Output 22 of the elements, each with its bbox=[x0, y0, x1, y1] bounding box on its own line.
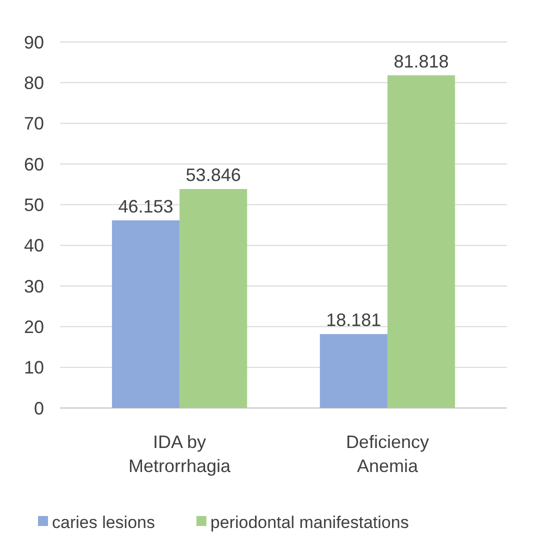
y-tick-label: 80 bbox=[24, 72, 44, 93]
bar bbox=[387, 75, 456, 408]
data-label: 46.153 bbox=[118, 196, 174, 216]
bar bbox=[112, 220, 180, 408]
data-label: 53.846 bbox=[186, 165, 241, 186]
y-tick-label: 20 bbox=[24, 316, 44, 337]
y-tick-label: 0 bbox=[34, 398, 44, 418]
x-tick-label: IDA by Metrorrhagia bbox=[128, 432, 232, 476]
y-tick-label: 40 bbox=[24, 236, 44, 256]
y-tick-label: 70 bbox=[24, 114, 44, 134]
y-tick-label: 50 bbox=[24, 194, 44, 215]
data-label: 18.181 bbox=[326, 310, 382, 330]
y-tick-label: 10 bbox=[24, 358, 44, 378]
legend-label: periodontal manifestations bbox=[210, 512, 409, 532]
legend-label: caries lesions bbox=[52, 512, 155, 532]
y-tick-label: 60 bbox=[24, 154, 44, 174]
y-tick-label: 30 bbox=[24, 276, 44, 296]
bar bbox=[320, 334, 388, 408]
y-tick-label: 90 bbox=[24, 32, 44, 52]
data-label: 81.818 bbox=[394, 51, 449, 72]
bar bbox=[180, 189, 248, 408]
x-tick-label: Deficiency Anemia bbox=[346, 432, 429, 476]
